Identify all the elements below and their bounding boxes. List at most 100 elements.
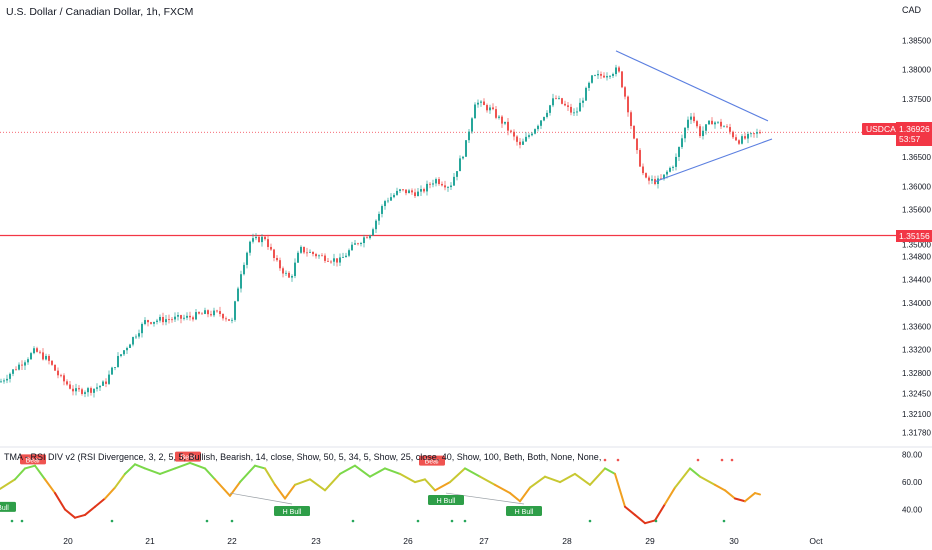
rsi-segment bbox=[424, 478, 436, 492]
triangle-pattern[interactable] bbox=[615, 50, 773, 183]
candle-body bbox=[423, 189, 425, 192]
candle-body bbox=[219, 311, 221, 314]
candle-body bbox=[354, 243, 356, 245]
candle-body bbox=[300, 246, 302, 253]
candle-body bbox=[564, 103, 566, 106]
candle-body bbox=[21, 364, 23, 366]
candle-body bbox=[180, 315, 182, 319]
candle-body bbox=[669, 167, 671, 172]
candle-body bbox=[393, 194, 395, 198]
time-axis[interactable]: 20 21 22 23 26 27 28 29 30 Oct bbox=[63, 536, 823, 546]
rsi-segment bbox=[34, 464, 46, 481]
candle-body bbox=[753, 133, 755, 135]
time-axis-label: 26 bbox=[403, 536, 413, 546]
candle-body bbox=[105, 381, 107, 384]
candle-body bbox=[18, 364, 20, 370]
candle-body bbox=[252, 238, 254, 242]
candle-body bbox=[465, 140, 467, 157]
candle-body bbox=[243, 264, 245, 275]
candle-body bbox=[666, 171, 668, 175]
bull-dot bbox=[110, 519, 114, 523]
bull-marker: H Bull bbox=[428, 495, 464, 506]
marker-box bbox=[419, 455, 445, 466]
candle-body bbox=[549, 105, 551, 113]
rsi-segment bbox=[654, 503, 666, 522]
candle-body bbox=[663, 174, 665, 180]
candle-body bbox=[189, 315, 191, 318]
candle-body bbox=[321, 255, 323, 257]
indicator-title[interactable]: TMA - RSI DIV v2 (RSI Divergence, 3, 2, … bbox=[4, 452, 604, 462]
candle-body bbox=[402, 189, 404, 191]
marker-box bbox=[20, 454, 46, 465]
candle-body bbox=[24, 362, 26, 366]
candle-body bbox=[510, 130, 512, 132]
candle-body bbox=[315, 254, 317, 257]
candle-body bbox=[339, 257, 341, 263]
price-axis-label: 1.38000 bbox=[902, 66, 931, 75]
candles bbox=[0, 64, 761, 398]
candle-body bbox=[231, 319, 233, 321]
candle-body bbox=[501, 116, 503, 124]
candle-body bbox=[483, 101, 485, 106]
candle-body bbox=[687, 119, 689, 128]
candle-body bbox=[264, 236, 266, 240]
price-axis-label: 1.33200 bbox=[902, 346, 931, 355]
candle-body bbox=[333, 258, 335, 262]
candle-body bbox=[102, 381, 104, 386]
rsi-segment bbox=[644, 519, 656, 525]
currency-label: CAD bbox=[902, 5, 922, 15]
candle-body bbox=[426, 183, 428, 192]
rsi-segment bbox=[494, 483, 511, 495]
candle-body bbox=[168, 319, 170, 320]
candle-body bbox=[558, 98, 560, 100]
rsi-segment bbox=[544, 475, 561, 484]
candle-body bbox=[6, 378, 8, 381]
last-price: 1.36926 bbox=[899, 124, 930, 134]
time-axis-label: Oct bbox=[809, 536, 823, 546]
rsi-segment bbox=[634, 513, 646, 525]
candle-body bbox=[210, 314, 212, 316]
candle-body bbox=[441, 183, 443, 186]
candle-body bbox=[408, 190, 410, 194]
price-axis-label: 1.34400 bbox=[902, 276, 931, 285]
candle-body bbox=[756, 132, 758, 134]
candle-body bbox=[609, 75, 611, 77]
candle-body bbox=[411, 190, 413, 193]
rsi-segment bbox=[664, 486, 676, 505]
candle-body bbox=[30, 353, 32, 360]
rsi-segment bbox=[159, 467, 176, 475]
rsi-segment bbox=[624, 505, 636, 516]
rsi-segment bbox=[414, 478, 426, 484]
marker-box bbox=[0, 501, 16, 512]
rsi-segment bbox=[339, 464, 356, 475]
candle-body bbox=[216, 310, 218, 312]
rsi-segment bbox=[674, 467, 691, 489]
divergence-line bbox=[445, 492, 525, 505]
candle-body bbox=[27, 359, 29, 363]
rsi-segment bbox=[204, 467, 216, 481]
candle-body bbox=[489, 107, 491, 111]
candle-body bbox=[588, 82, 590, 88]
candle-body bbox=[255, 236, 257, 239]
candle-body bbox=[249, 241, 251, 253]
triangle-upper-line bbox=[615, 50, 769, 122]
rsi-segment bbox=[214, 478, 231, 497]
candle-body bbox=[48, 355, 50, 361]
rsi-segment bbox=[134, 463, 146, 470]
marker-box bbox=[428, 495, 464, 506]
candle-body bbox=[477, 102, 479, 105]
candle-body bbox=[678, 147, 680, 157]
candle-body bbox=[72, 388, 74, 392]
candle-body bbox=[555, 98, 557, 100]
rsi-segment bbox=[479, 475, 496, 486]
last-price-badge: 1.36926 53:57 bbox=[896, 122, 932, 146]
candle-body bbox=[66, 381, 68, 385]
price-axis[interactable]: 1.385001.380001.375001.370001.365001.360… bbox=[902, 36, 931, 437]
candle-body bbox=[207, 310, 209, 315]
candle-body bbox=[462, 156, 464, 159]
candle-body bbox=[357, 243, 359, 245]
rsi-segment bbox=[509, 492, 521, 503]
candle-body bbox=[528, 135, 530, 137]
